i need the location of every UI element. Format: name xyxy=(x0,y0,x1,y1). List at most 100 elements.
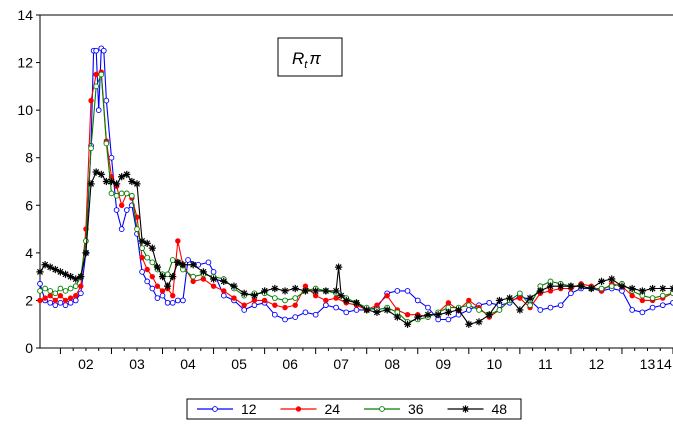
data-point xyxy=(516,306,524,314)
data-point xyxy=(659,284,667,293)
data-point xyxy=(139,254,145,261)
data-point xyxy=(567,282,575,290)
data-point xyxy=(139,269,145,275)
annotation-label: Rt π xyxy=(292,49,321,71)
data-point xyxy=(57,285,64,292)
data-point xyxy=(93,83,100,90)
y-tick-label: 10 xyxy=(17,102,33,118)
data-point xyxy=(107,177,116,186)
data-point xyxy=(649,304,656,311)
data-point xyxy=(282,316,288,323)
data-point xyxy=(118,173,126,181)
data-point xyxy=(638,287,646,295)
data-point xyxy=(42,285,48,292)
data-point xyxy=(169,273,177,281)
data-point xyxy=(180,297,186,304)
data-point xyxy=(465,320,473,328)
data-point xyxy=(123,207,130,213)
data-point xyxy=(169,257,176,263)
data-point xyxy=(88,97,94,104)
data-point xyxy=(485,311,493,319)
data-point xyxy=(42,295,48,301)
data-point xyxy=(608,275,616,283)
data-point xyxy=(36,268,44,276)
data-point xyxy=(210,269,217,275)
data-point xyxy=(323,302,329,309)
data-point xyxy=(118,190,125,197)
data-point xyxy=(337,292,345,300)
x-tick-label: 10 xyxy=(487,356,503,372)
legend-item-48: 48 xyxy=(447,401,507,417)
y-tick-label: 8 xyxy=(25,150,33,166)
data-point xyxy=(517,295,523,301)
data-point xyxy=(87,180,95,188)
x-tick-label: 04 xyxy=(180,356,196,372)
data-point xyxy=(648,284,657,293)
y-tick-label: 2 xyxy=(25,292,33,308)
data-point xyxy=(164,299,171,306)
data-point xyxy=(597,277,606,285)
series-48 xyxy=(36,168,673,328)
data-point xyxy=(175,238,181,244)
x-tick-label: 13 xyxy=(640,356,656,372)
y-tick-label: 0 xyxy=(25,340,33,356)
data-point xyxy=(95,107,102,113)
data-point xyxy=(88,145,94,152)
data-point xyxy=(659,292,666,299)
data-point xyxy=(383,306,391,314)
data-point xyxy=(149,273,156,280)
data-point xyxy=(46,263,54,271)
data-point xyxy=(241,302,247,308)
data-point xyxy=(322,287,330,295)
data-point xyxy=(342,296,350,305)
series-layer xyxy=(36,45,673,328)
data-point xyxy=(118,226,125,232)
data-point xyxy=(384,292,390,299)
data-point xyxy=(62,288,69,294)
data-point xyxy=(112,180,121,188)
data-point xyxy=(61,270,70,278)
data-point xyxy=(103,140,110,147)
data-point xyxy=(170,292,176,299)
data-point xyxy=(404,288,411,294)
data-point xyxy=(291,284,299,293)
data-point xyxy=(434,311,442,319)
data-point xyxy=(271,311,278,318)
data-point xyxy=(628,284,636,293)
y-tick-label: 14 xyxy=(17,7,33,23)
data-point xyxy=(312,311,319,318)
data-point xyxy=(333,304,339,311)
data-point xyxy=(113,207,120,213)
data-point xyxy=(629,307,636,313)
data-point xyxy=(343,309,350,316)
data-point xyxy=(108,154,115,161)
legend-label: 24 xyxy=(325,401,341,417)
data-point xyxy=(536,287,544,295)
x-tick-label: 03 xyxy=(129,356,145,372)
data-point xyxy=(82,249,90,257)
data-point xyxy=(251,302,258,309)
data-point xyxy=(414,313,422,321)
data-point xyxy=(113,192,120,199)
data-point xyxy=(190,273,196,280)
data-point xyxy=(486,299,493,306)
data-point xyxy=(47,288,54,294)
data-point xyxy=(220,292,227,299)
data-point xyxy=(133,180,141,188)
data-point xyxy=(618,282,626,290)
data-point xyxy=(179,261,187,269)
data-point xyxy=(659,302,666,309)
data-point xyxy=(57,292,64,299)
data-point xyxy=(425,304,431,311)
data-point xyxy=(52,297,59,304)
data-point xyxy=(414,297,421,304)
data-point xyxy=(92,168,100,176)
data-point xyxy=(153,263,162,271)
data-point xyxy=(241,307,248,313)
data-point xyxy=(526,294,534,302)
data-point xyxy=(454,306,463,314)
x-tick-label: 02 xyxy=(78,356,94,372)
data-point xyxy=(41,261,49,269)
data-point xyxy=(62,297,69,304)
data-point xyxy=(72,275,80,283)
